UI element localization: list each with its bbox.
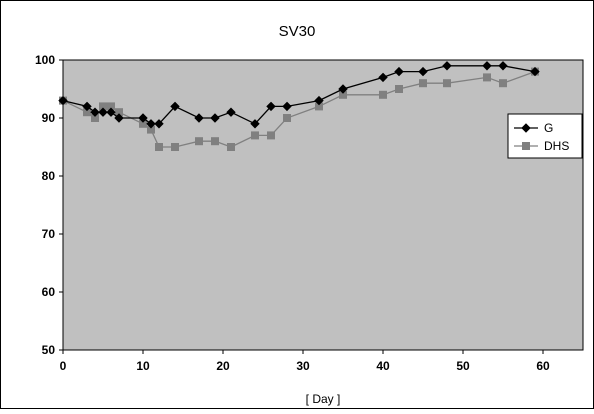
series-g [58, 61, 540, 129]
data-point [146, 119, 156, 129]
legend: G DHS [507, 113, 583, 159]
x-tick-label: 60 [536, 359, 550, 373]
data-point [58, 95, 68, 106]
data-point [483, 73, 491, 82]
legend-box [507, 113, 583, 159]
data-point [226, 107, 236, 117]
x-tick-label: 40 [376, 359, 390, 373]
legend-marker [521, 123, 531, 133]
data-point [170, 101, 180, 112]
data-point [155, 143, 163, 151]
data-point [154, 119, 164, 129]
x-tick-label: 20 [216, 359, 230, 373]
data-point [419, 79, 427, 88]
x-tick-label: 50 [456, 359, 470, 373]
series-layer [58, 61, 540, 151]
data-point [171, 143, 179, 151]
data-point [106, 107, 116, 117]
chart-title: SV30 [279, 23, 316, 40]
y-tick-label: 90 [42, 111, 56, 125]
data-point [442, 61, 452, 71]
y-tick-label: 60 [42, 285, 56, 299]
y-tick-label: 80 [42, 169, 56, 183]
data-point [379, 90, 387, 99]
data-point [114, 113, 124, 123]
y-tick-label: 50 [42, 343, 56, 357]
data-point [90, 107, 100, 117]
legend-marker [522, 142, 530, 150]
data-point [282, 101, 292, 112]
data-point [250, 119, 260, 129]
x-tick-label: 10 [136, 359, 150, 373]
y-axis: 50 60 70 80 90 100 [35, 53, 63, 357]
data-point [251, 131, 259, 140]
y-tick-label: 100 [35, 53, 55, 67]
data-point [210, 113, 220, 123]
legend-label: G [544, 121, 553, 135]
data-point [418, 66, 428, 77]
data-point [482, 61, 492, 71]
data-point [394, 66, 404, 77]
data-point [530, 66, 540, 77]
data-point [338, 84, 348, 94]
data-point [499, 79, 507, 88]
data-point [395, 85, 403, 93]
x-axis-label: [ Day ] [306, 392, 341, 406]
data-point [227, 143, 235, 151]
data-point [195, 137, 203, 146]
data-point [314, 95, 324, 106]
x-axis: 0 10 20 30 40 50 60 [60, 350, 550, 373]
data-point [266, 101, 276, 112]
data-point [498, 61, 508, 71]
data-point [378, 72, 388, 83]
data-point [267, 131, 275, 140]
data-point [443, 79, 451, 88]
legend-label: DHS [544, 139, 569, 153]
x-tick-label: 30 [296, 359, 310, 373]
data-point [211, 137, 219, 146]
y-tick-label: 70 [42, 227, 56, 241]
data-point [98, 107, 108, 117]
data-point [283, 114, 291, 122]
data-point [138, 113, 148, 123]
data-point [82, 101, 92, 112]
data-point [194, 113, 204, 123]
x-tick-label: 0 [60, 359, 67, 373]
